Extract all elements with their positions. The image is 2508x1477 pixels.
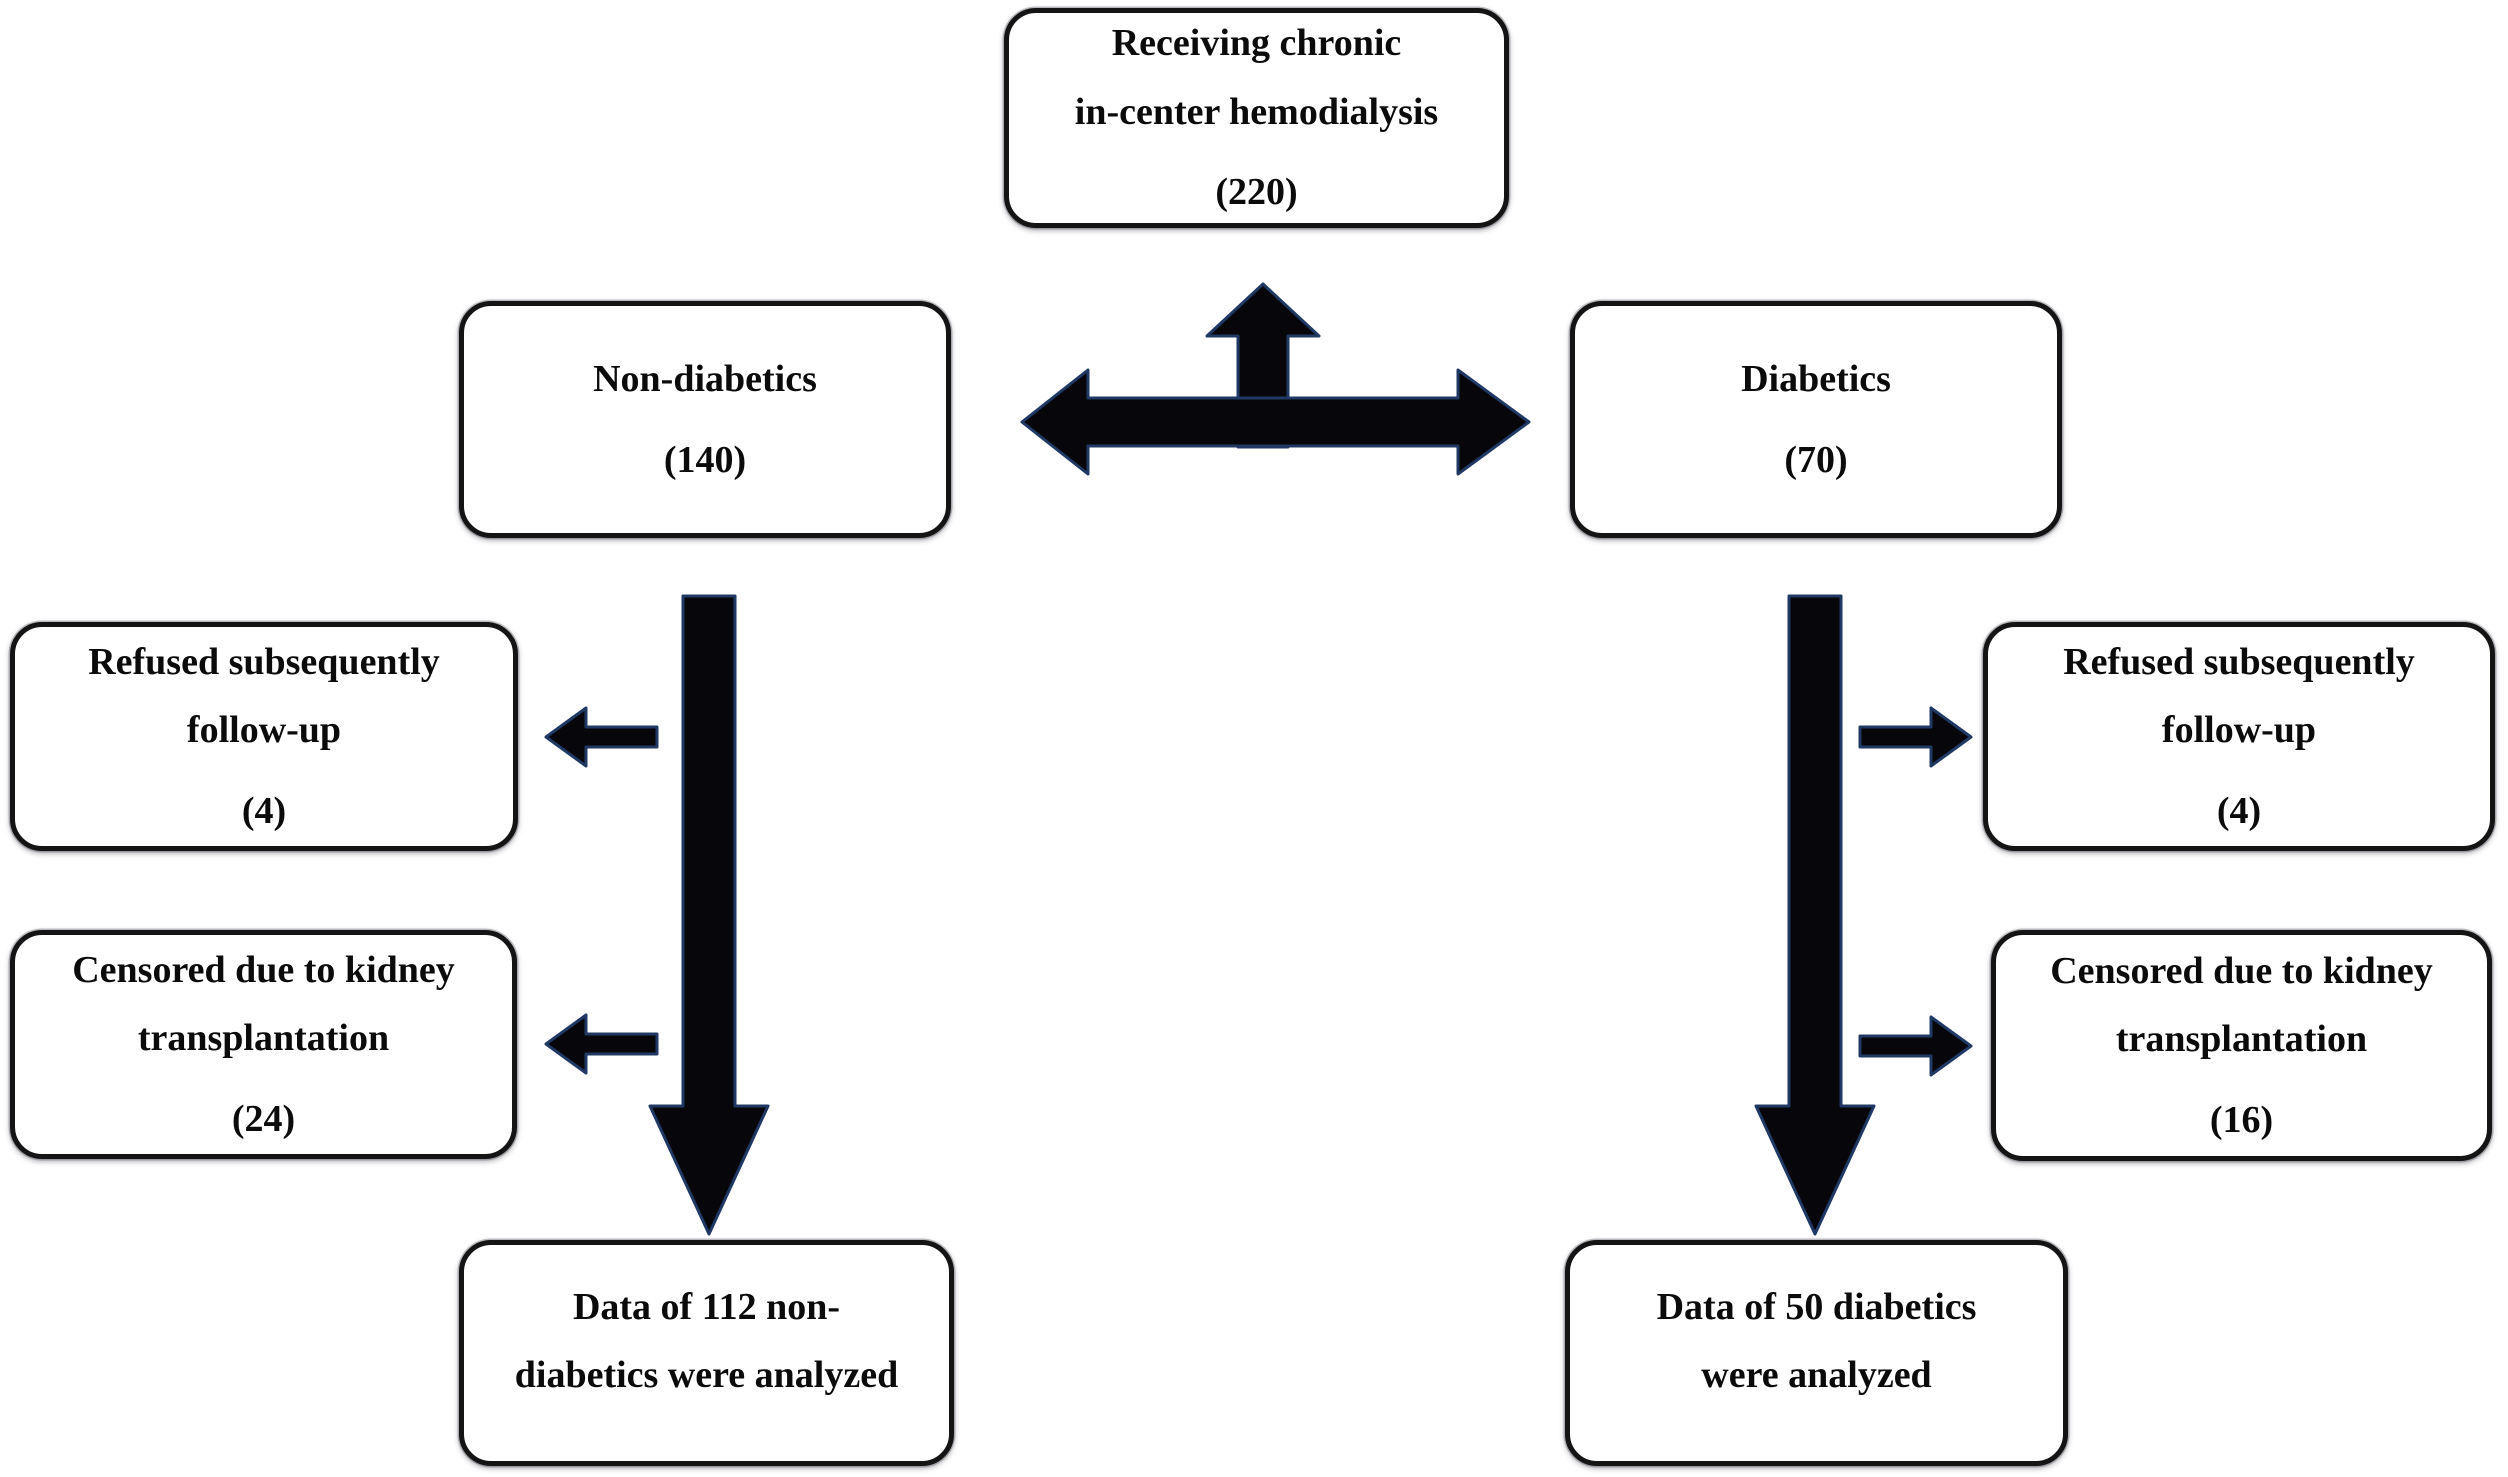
node-text-line: Data of 112 non- [572,1285,841,1328]
node-hemodialysis-source: Receiving chronic in-center hemodialysis… [1004,8,1509,228]
node-count: (4) [2216,789,2262,832]
node-right-refused-followup: Refused subsequently follow-up (4) [1983,622,2495,851]
node-text-line: Non-diabetics [593,358,817,401]
node-text-line: transplantation [137,1017,390,1060]
node-left-censored-transplant: Censored due to kidney transplantation (… [10,930,517,1159]
node-non-diabetics: Non-diabetics (140) [459,301,951,538]
node-right-censored-transplant: Censored due to kidney transplantation (… [1991,930,2492,1161]
node-left-refused-followup: Refused subsequently follow-up (4) [10,622,518,851]
node-count: (220) [1215,171,1298,214]
node-text-line: diabetics were analyzed [514,1354,899,1396]
node-count: (16) [2209,1098,2274,1141]
right-exclusion-arrow-2 [1858,1015,1973,1077]
node-count: (140) [663,438,747,481]
split-horizontal-arrow [1020,368,1531,476]
left-exclusion-arrow-2 [544,1013,659,1075]
node-count: (24) [231,1097,296,1140]
left-flow-arrow [648,594,770,1236]
node-text-line: were analyzed [1701,1354,1932,1396]
node-text-line: Data of 50 diabetics [1656,1285,1977,1328]
node-text-line: Censored due to kidney [72,948,455,991]
node-text-line: Receiving chronic [1111,22,1402,65]
left-exclusion-arrow-1 [544,706,659,768]
node-text-line: Censored due to kidney [2050,949,2433,992]
right-exclusion-arrow-1 [1858,706,1973,768]
node-count: (70) [1784,438,1848,481]
node-right-analyzed: Data of 50 diabetics were analyzed [1565,1240,2068,1466]
node-diabetics: Diabetics (70) [1570,301,2062,538]
node-text-line: Refused subsequently [2063,640,2415,683]
node-count: (4) [241,789,287,832]
right-flow-arrow [1754,594,1876,1236]
node-text-line: Diabetics [1741,358,1891,401]
node-text-line: in-center hemodialysis [1074,90,1439,133]
node-text-line: follow-up [186,709,342,752]
node-text-line: transplantation [2115,1018,2368,1061]
node-text-line: follow-up [2161,709,2317,752]
node-text-line: Refused subsequently [88,640,440,683]
node-left-analyzed: Data of 112 non- diabetics were analyzed [459,1240,954,1466]
